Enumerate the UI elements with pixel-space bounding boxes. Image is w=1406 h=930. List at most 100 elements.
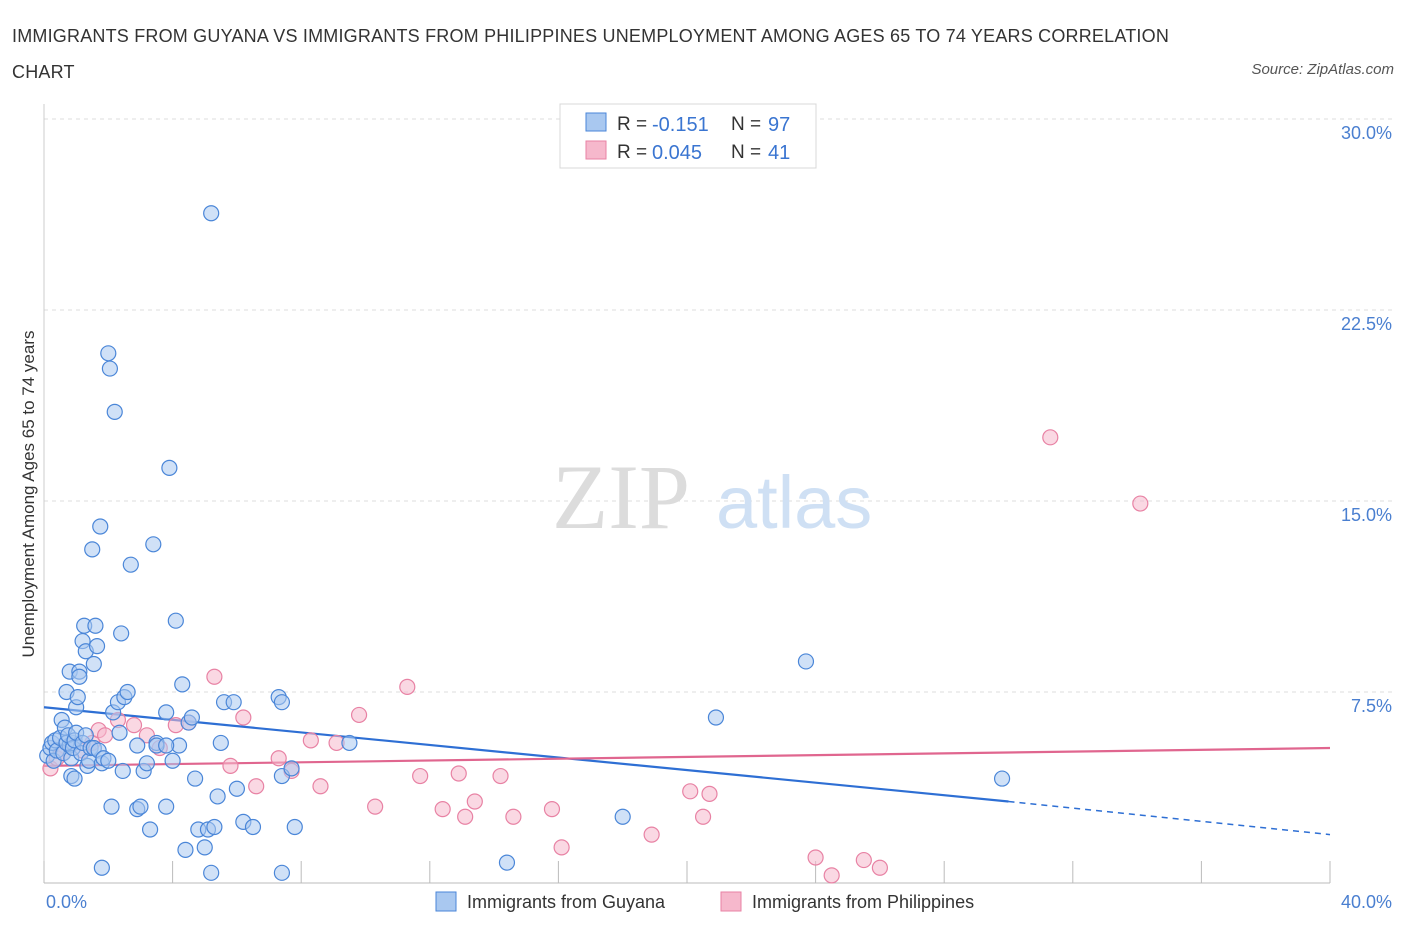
point-philippines: [248, 778, 265, 795]
point-guyana: [993, 770, 1011, 787]
point-guyana: [119, 683, 136, 701]
point-guyana: [187, 770, 204, 787]
point-guyana: [167, 612, 184, 629]
point-guyana: [66, 770, 83, 787]
point-guyana: [161, 459, 178, 476]
point-guyana: [206, 818, 223, 836]
point-philippines: [694, 808, 712, 825]
legend-r-label-philippines: R =: [617, 142, 647, 163]
point-philippines: [125, 717, 143, 734]
point-guyana: [87, 617, 104, 634]
bottom-legend: Immigrants from Guyana Immigrants from P…: [435, 891, 974, 912]
bottom-legend-label-guyana: Immigrants from Guyana: [467, 892, 666, 912]
point-philippines: [367, 798, 384, 815]
point-guyana: [93, 859, 110, 876]
bottom-legend-swatch-guyana: [435, 891, 457, 912]
point-philippines: [434, 801, 451, 818]
trend-lines: [43, 706, 1331, 836]
point-guyana: [225, 694, 242, 711]
point-guyana: [203, 205, 220, 222]
y-tick-label: 15.0%: [1341, 505, 1392, 525]
legend-n-value-philippines: 41: [768, 142, 790, 164]
point-guyana: [174, 676, 191, 693]
point-guyana: [273, 864, 291, 881]
point-philippines: [807, 849, 824, 866]
point-guyana: [122, 556, 139, 573]
point-guyana: [203, 864, 220, 881]
point-guyana: [92, 518, 109, 535]
point-philippines: [823, 867, 840, 884]
point-guyana: [100, 345, 117, 362]
trend-line-guyana: [43, 706, 1009, 803]
point-philippines: [270, 750, 287, 767]
point-philippines: [206, 668, 223, 685]
point-philippines: [1042, 429, 1059, 446]
point-guyana: [209, 788, 226, 805]
point-guyana: [132, 798, 149, 815]
point-guyana: [88, 638, 106, 655]
point-philippines: [450, 765, 467, 782]
chart-title: IMMIGRANTS FROM GUYANA VS IMMIGRANTS FRO…: [12, 26, 1170, 82]
trend-line-philippines: [43, 746, 1331, 767]
watermark-atlas: atlas: [716, 461, 872, 544]
legend-n-value-guyana: 97: [768, 114, 790, 136]
point-guyana: [797, 653, 815, 670]
data-points: [39, 205, 1149, 884]
point-philippines: [492, 767, 509, 785]
point-guyana: [707, 709, 725, 726]
point-philippines: [457, 808, 474, 825]
point-philippines: [466, 793, 483, 810]
point-guyana: [138, 755, 155, 772]
point-guyana: [129, 737, 146, 754]
point-guyana: [111, 724, 128, 741]
point-philippines: [505, 808, 522, 825]
point-guyana: [283, 760, 300, 777]
legend-r-label-guyana: R =: [617, 114, 647, 135]
point-philippines: [312, 778, 329, 795]
point-philippines: [553, 839, 570, 856]
point-guyana: [158, 704, 175, 721]
point-guyana: [85, 655, 102, 673]
point-philippines: [1132, 495, 1149, 512]
point-guyana: [341, 734, 358, 752]
point-philippines: [871, 859, 889, 876]
point-philippines: [412, 767, 429, 785]
point-guyana: [273, 694, 291, 711]
y-tick-labels: 7.5% 15.0% 22.5% 30.0%: [1341, 123, 1392, 716]
point-guyana: [244, 818, 262, 836]
point-philippines: [96, 727, 114, 744]
watermark-zip: ZIP: [552, 446, 690, 548]
point-guyana: [212, 734, 229, 752]
point-philippines: [235, 709, 252, 726]
legend-swatch-philippines: [585, 140, 607, 160]
legend-swatch-guyana: [585, 112, 607, 132]
y-tick-label: 7.5%: [1351, 696, 1392, 716]
point-guyana: [84, 541, 101, 558]
point-guyana: [228, 780, 245, 797]
point-guyana: [141, 821, 159, 838]
point-guyana: [103, 798, 120, 815]
point-philippines: [302, 732, 319, 749]
y-axis-label: Unemployment Among Ages 65 to 74 years: [19, 331, 38, 658]
point-philippines: [701, 785, 718, 802]
point-philippines: [350, 706, 368, 724]
point-philippines: [682, 783, 699, 800]
point-philippines: [399, 678, 416, 696]
legend-n-label-guyana: N =: [731, 114, 761, 135]
point-guyana: [164, 752, 181, 769]
point-guyana: [498, 854, 516, 871]
point-guyana: [100, 752, 117, 769]
legend-box: R = -0.151 N = 97 R = 0.045 N = 41: [559, 103, 817, 169]
point-philippines: [643, 826, 660, 843]
point-guyana: [614, 808, 631, 825]
y-tick-label: 22.5%: [1341, 314, 1392, 334]
y-tick-label: 30.0%: [1341, 123, 1392, 143]
point-guyana: [106, 403, 123, 420]
point-guyana: [158, 737, 175, 754]
point-philippines: [855, 851, 872, 869]
point-guyana: [71, 668, 88, 685]
point-guyana: [196, 839, 213, 856]
point-guyana: [145, 536, 162, 553]
trend-line-guyana-extension: [1008, 800, 1331, 836]
